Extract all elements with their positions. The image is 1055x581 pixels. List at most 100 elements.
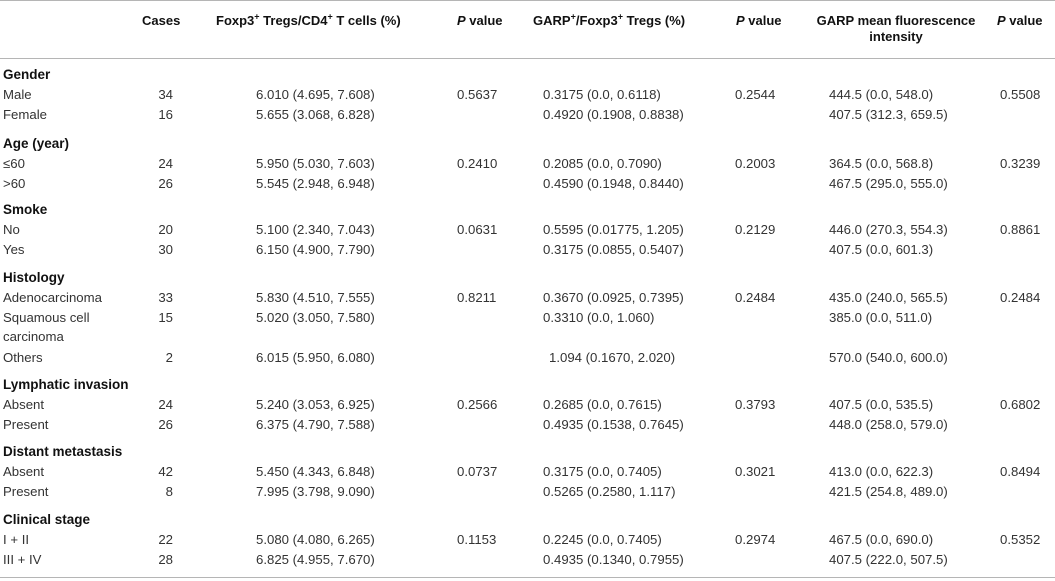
mfi-cell: 444.5 (0.0, 548.0) bbox=[829, 87, 934, 102]
header-garp-tregs: GARP+/Foxp3+ Tregs (%) bbox=[533, 11, 686, 28]
foxp3-cell: 7.995 (3.798, 9.090) bbox=[256, 484, 375, 499]
p-value-1-cell: 0.2566 bbox=[457, 397, 498, 412]
header-garp-mfi: GARP mean fluorescence intensity bbox=[816, 13, 976, 44]
mfi-cell: 421.5 (254.8, 489.0) bbox=[829, 484, 948, 499]
row-label: Male bbox=[3, 87, 32, 102]
cases-cell: 30 bbox=[158, 242, 173, 257]
foxp3-cell: 5.655 (3.068, 6.828) bbox=[256, 107, 375, 122]
garp-cell: 0.2085 (0.0, 0.7090) bbox=[543, 156, 662, 171]
p-value-2-cell: 0.2129 bbox=[735, 222, 776, 237]
cases-cell: 34 bbox=[158, 87, 173, 102]
cases-cell: 16 bbox=[158, 107, 173, 122]
foxp3-cell: 5.830 (4.510, 7.555) bbox=[256, 290, 375, 305]
row-label: Female bbox=[3, 107, 47, 122]
p-value-2-cell: 0.2003 bbox=[735, 156, 776, 171]
foxp3-cell: 5.080 (4.080, 6.265) bbox=[256, 532, 375, 547]
foxp3-cell: 6.825 (4.955, 7.670) bbox=[256, 552, 375, 567]
cases-cell: 28 bbox=[158, 552, 173, 567]
p-value-3-cell: 0.3239 bbox=[1000, 156, 1041, 171]
header-cases: Cases bbox=[142, 13, 181, 28]
mfi-cell: 435.0 (240.0, 565.5) bbox=[829, 290, 948, 305]
garp-cell: 0.4590 (0.1948, 0.8440) bbox=[543, 176, 684, 191]
p-value-3-cell: 0.8494 bbox=[1000, 464, 1041, 479]
mfi-cell: 448.0 (258.0, 579.0) bbox=[829, 417, 948, 432]
mfi-cell: 364.5 (0.0, 568.8) bbox=[829, 156, 934, 171]
garp-cell: 0.3175 (0.0, 0.6118) bbox=[543, 87, 661, 102]
row-label: Present bbox=[3, 417, 49, 432]
garp-cell: 0.4920 (0.1908, 0.8838) bbox=[543, 107, 684, 122]
foxp3-cell: 6.015 (5.950, 6.080) bbox=[256, 350, 375, 365]
foxp3-cell: 5.450 (4.343, 6.848) bbox=[256, 464, 375, 479]
row-label: Adenocarcinoma bbox=[3, 290, 102, 305]
garp-cell: 0.4935 (0.1538, 0.7645) bbox=[543, 417, 684, 432]
cases-cell: 15 bbox=[158, 310, 173, 325]
row-label: Yes bbox=[3, 242, 25, 257]
garp-cell: 0.3175 (0.0855, 0.5407) bbox=[543, 242, 684, 257]
mfi-cell: 407.5 (0.0, 535.5) bbox=[829, 397, 934, 412]
foxp3-cell: 5.240 (3.053, 6.925) bbox=[256, 397, 375, 412]
foxp3-cell: 5.100 (2.340, 7.043) bbox=[256, 222, 375, 237]
garp-cell: 0.3670 (0.0925, 0.7395) bbox=[543, 290, 684, 305]
garp-cell: 0.5265 (0.2580, 1.117) bbox=[543, 484, 676, 499]
p-value-2-cell: 0.2974 bbox=[735, 532, 776, 547]
mfi-cell: 407.5 (222.0, 507.5) bbox=[829, 552, 948, 567]
mfi-cell: 385.0 (0.0, 511.0) bbox=[829, 310, 933, 325]
garp-cell: 0.5595 (0.01775, 1.205) bbox=[543, 222, 684, 237]
row-label: Absent bbox=[3, 397, 45, 412]
p-value-2-cell: 0.2544 bbox=[735, 87, 776, 102]
foxp3-cell: 5.545 (2.948, 6.948) bbox=[256, 176, 375, 191]
header-foxp3-tregs: Foxp3+ Tregs/CD4+ T cells (%) bbox=[216, 11, 401, 28]
header-rule bbox=[0, 58, 1055, 59]
garp-cell: 0.3175 (0.0, 0.7405) bbox=[543, 464, 662, 479]
p-value-2-cell: 0.3793 bbox=[735, 397, 776, 412]
garp-cell: 1.094 (0.1670, 2.020) bbox=[549, 350, 676, 365]
header-p-value-1: P value bbox=[457, 13, 503, 28]
header-p-value-2: P value bbox=[736, 13, 782, 28]
row-label: Present bbox=[3, 484, 49, 499]
garp-cell: 0.2245 (0.0, 0.7405) bbox=[543, 532, 662, 547]
p-value-3-cell: 0.5352 bbox=[1000, 532, 1041, 547]
bottom-rule bbox=[0, 577, 1055, 578]
cases-cell: 22 bbox=[158, 532, 173, 547]
p-value-1-cell: 0.0631 bbox=[457, 222, 498, 237]
row-label: Squamous cell bbox=[3, 310, 90, 325]
header-p-value-3: P value bbox=[997, 13, 1043, 28]
mfi-cell: 413.0 (0.0, 622.3) bbox=[829, 464, 934, 479]
section-title: Histology bbox=[3, 270, 65, 285]
row-label: ≤60 bbox=[3, 156, 25, 171]
cases-cell: 33 bbox=[158, 290, 173, 305]
cases-cell: 26 bbox=[158, 176, 173, 191]
section-title: Lymphatic invasion bbox=[3, 377, 129, 392]
section-title: Clinical stage bbox=[3, 512, 91, 527]
cases-cell: 24 bbox=[158, 397, 173, 412]
foxp3-cell: 5.950 (5.030, 7.603) bbox=[256, 156, 375, 171]
foxp3-cell: 5.020 (3.050, 7.580) bbox=[256, 310, 375, 325]
mfi-cell: 446.0 (270.3, 554.3) bbox=[829, 222, 948, 237]
p-value-1-cell: 0.1153 bbox=[457, 532, 497, 547]
p-value-1-cell: 0.5637 bbox=[457, 87, 498, 102]
cases-cell: 20 bbox=[158, 222, 173, 237]
row-label: >60 bbox=[3, 176, 26, 191]
mfi-cell: 467.5 (0.0, 690.0) bbox=[829, 532, 934, 547]
row-label: No bbox=[3, 222, 20, 237]
cases-cell: 42 bbox=[158, 464, 173, 479]
row-label: III + IV bbox=[3, 552, 42, 567]
row-label: Absent bbox=[3, 464, 45, 479]
row-label: I + II bbox=[3, 532, 30, 547]
cases-cell: 24 bbox=[158, 156, 173, 171]
section-title: Distant metastasis bbox=[3, 444, 123, 459]
p-value-1-cell: 0.2410 bbox=[457, 156, 498, 171]
cases-cell: 26 bbox=[158, 417, 173, 432]
p-value-2-cell: 0.3021 bbox=[735, 464, 776, 479]
p-value-3-cell: 0.2484 bbox=[1000, 290, 1041, 305]
section-title: Smoke bbox=[3, 202, 48, 217]
section-title: Age (year) bbox=[3, 136, 70, 151]
foxp3-cell: 6.150 (4.900, 7.790) bbox=[256, 242, 375, 257]
p-value-3-cell: 0.8861 bbox=[1000, 222, 1041, 237]
cases-cell: 2 bbox=[165, 350, 173, 365]
p-value-1-cell: 0.0737 bbox=[457, 464, 498, 479]
garp-cell: 0.2685 (0.0, 0.7615) bbox=[543, 397, 662, 412]
section-title: Gender bbox=[3, 67, 51, 82]
top-rule bbox=[0, 0, 1055, 1]
row-label-continued: carcinoma bbox=[3, 329, 64, 344]
